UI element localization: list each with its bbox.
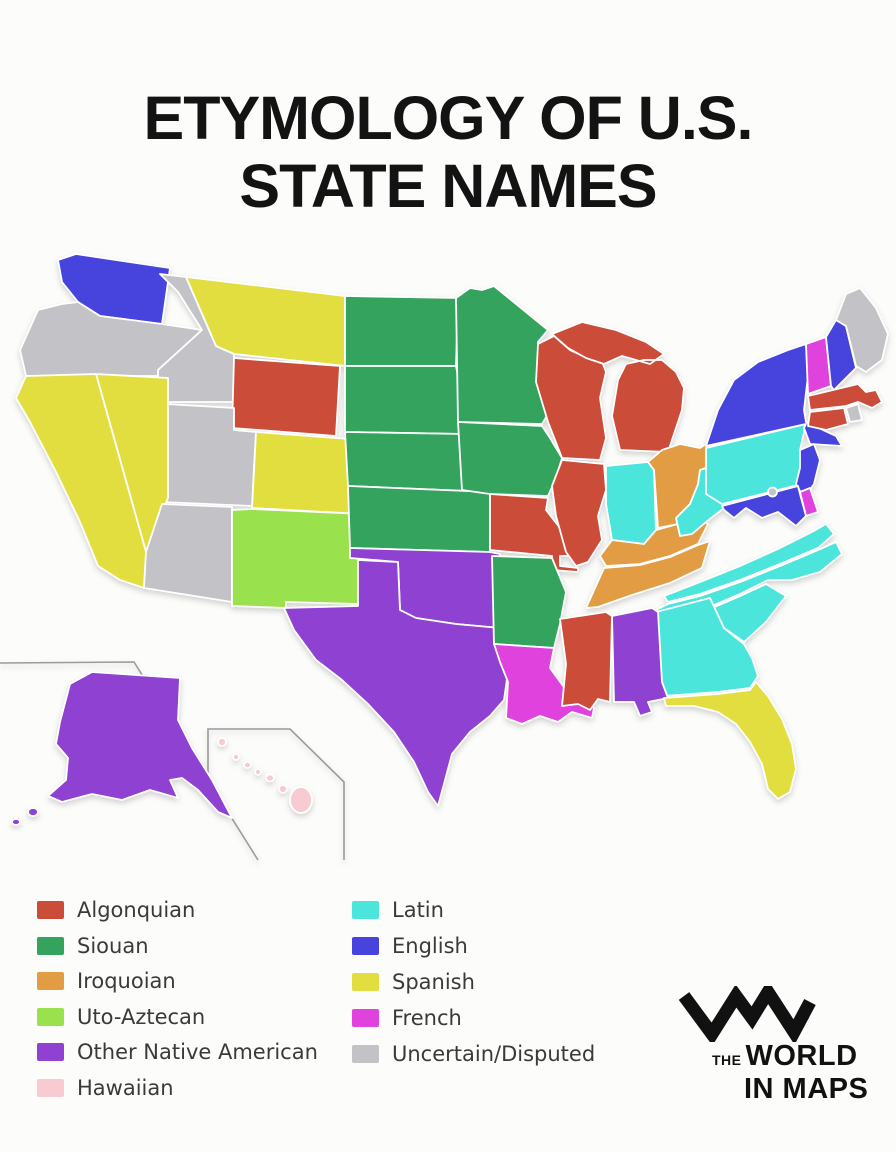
legend-label-spanish: Spanish xyxy=(392,970,475,994)
us-etymology-map xyxy=(0,253,889,861)
legend-swatch-siouan xyxy=(37,936,64,955)
legend-label-hawaiian: Hawaiian xyxy=(77,1075,174,1100)
state-TN xyxy=(585,540,711,609)
state-WY xyxy=(231,357,341,437)
state-AR xyxy=(491,555,567,649)
state-AK xyxy=(11,671,233,826)
state-DC xyxy=(767,486,778,498)
legend-item-other_native: Other Native American xyxy=(37,1040,318,1064)
legend-label-siouan: Siouan xyxy=(77,933,149,958)
legend-swatch-other_native xyxy=(37,1043,64,1061)
state-HI xyxy=(217,737,313,814)
legend-item-english: English xyxy=(352,934,595,958)
state-VA xyxy=(663,523,835,603)
state-AZ xyxy=(143,503,233,603)
legend-item-algonquian: Algonquian xyxy=(37,898,318,922)
legend-item-uncertain: Uncertain/Disputed xyxy=(352,1042,596,1066)
legend-swatch-iroquoian xyxy=(37,972,64,990)
state-MS xyxy=(559,611,613,711)
state-NY xyxy=(705,343,843,447)
legend-item-hawaiian: Hawaiian xyxy=(37,1075,318,1100)
legend-swatch-hawaiian xyxy=(37,1078,64,1097)
logo-line-1: THE WORLD xyxy=(712,1042,880,1075)
legend-swatch-algonquian xyxy=(37,901,64,919)
legend-swatch-latin xyxy=(352,901,379,919)
page-title: ETYMOLOGY OF U.S. STATE NAMES xyxy=(0,84,896,221)
state-TX xyxy=(283,559,509,807)
legend-label-algonquian: Algonquian xyxy=(77,898,196,922)
legend-item-siouan: Siouan xyxy=(37,933,318,958)
legend-label-iroquoian: Iroquoian xyxy=(77,969,176,993)
legend-label-uto_aztecan: Uto-Aztecan xyxy=(77,1004,206,1029)
legend-item-iroquoian: Iroquoian xyxy=(37,969,318,993)
state-MI xyxy=(551,321,685,453)
legend-item-spanish: Spanish xyxy=(352,970,595,994)
state-ME xyxy=(835,287,889,373)
logo-text: THE WORLD IN MAPS xyxy=(712,1042,880,1104)
legend-swatch-spanish xyxy=(352,973,379,991)
logo-world: WORLD xyxy=(745,1040,858,1072)
wm-zigzag-icon xyxy=(678,986,816,1042)
state-RI xyxy=(845,403,863,423)
legend-label-latin: Latin xyxy=(392,898,444,922)
state-SD xyxy=(344,365,465,435)
state-ND xyxy=(344,295,459,367)
legend-item-french: French xyxy=(352,1006,595,1030)
state-IN xyxy=(605,461,657,545)
legend-item-latin: Latin xyxy=(352,898,595,922)
logo-the: THE xyxy=(712,1052,742,1068)
legend-swatch-uncertain xyxy=(352,1045,379,1063)
title-line-2: STATE NAMES xyxy=(239,152,657,221)
states-group xyxy=(11,253,889,826)
state-MD xyxy=(721,485,807,527)
legend-swatch-english xyxy=(352,937,379,955)
state-MN xyxy=(455,285,549,425)
state-IA xyxy=(457,421,563,497)
state-CA xyxy=(15,373,147,589)
world-in-maps-logo: THE WORLD IN MAPS xyxy=(660,984,880,1114)
legend-left-column: Algonquian Siouan Iroquoian Uto-Aztecan Othe… xyxy=(37,898,318,1100)
state-MT xyxy=(185,276,346,367)
state-KS xyxy=(347,485,491,553)
legend-label-uncertain: Uncertain/Disputed xyxy=(392,1042,596,1066)
legend-item-uto_aztecan: Uto-Aztecan xyxy=(37,1004,318,1029)
legend-swatch-french xyxy=(352,1009,379,1027)
title-line-1: ETYMOLOGY OF U.S. xyxy=(143,84,754,152)
logo-in-maps: IN MAPS xyxy=(744,1073,869,1105)
hawaii-inset-border xyxy=(207,728,345,860)
state-CT xyxy=(807,407,849,431)
state-MA xyxy=(807,383,883,411)
state-AL xyxy=(611,607,669,717)
legend-label-other_native: Other Native American xyxy=(77,1040,318,1064)
legend-right-column: Latin English Spanish French Uncertain/Dispu… xyxy=(352,898,596,1066)
state-NM xyxy=(231,508,363,609)
state-FL xyxy=(663,681,797,800)
legend-label-french: French xyxy=(392,1006,462,1030)
legend-swatch-uto_aztecan xyxy=(37,1007,64,1026)
legend-label-english: English xyxy=(392,934,468,958)
